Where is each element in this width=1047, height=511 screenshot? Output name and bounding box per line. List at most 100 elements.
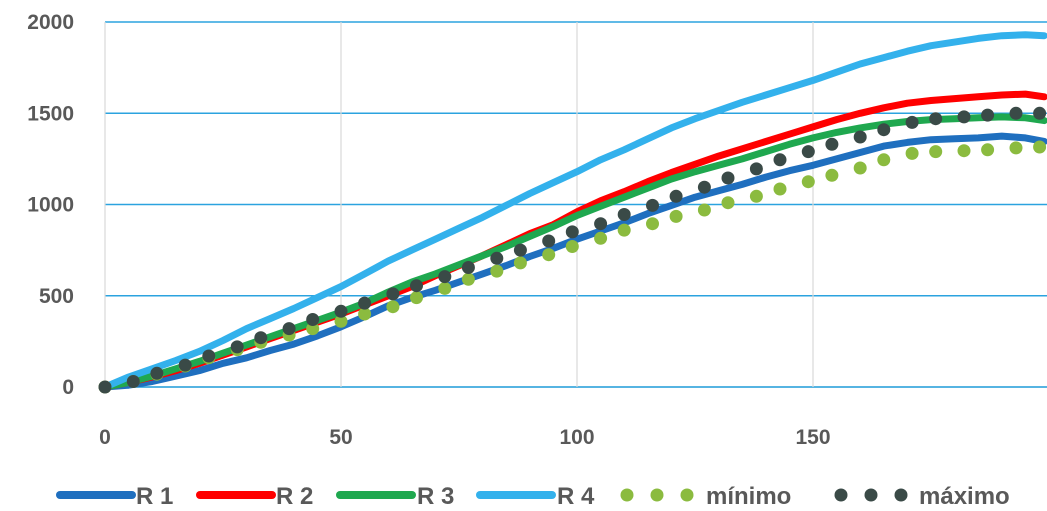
data-point <box>490 251 504 265</box>
data-point <box>334 314 348 328</box>
y-tick-label: 2000 <box>27 11 74 34</box>
data-point <box>905 146 919 160</box>
y-axis-ticks: 0 500 1000 1500 2000 <box>27 11 74 399</box>
data-point <box>542 234 556 248</box>
data-point <box>438 270 452 284</box>
legend-label: R 2 <box>276 483 313 510</box>
x-axis-ticks: 0 50 100 150 <box>99 426 830 449</box>
y-tick-label: 500 <box>39 285 74 308</box>
series-1 <box>101 132 1047 391</box>
data-point <box>1009 141 1023 155</box>
data-point <box>646 198 659 212</box>
data-point <box>254 331 268 345</box>
data-point <box>1009 106 1023 120</box>
data-point <box>386 300 400 314</box>
legend-label: mínimo <box>706 483 791 510</box>
data-point <box>490 264 504 278</box>
data-point <box>853 161 867 175</box>
data-point <box>150 366 164 380</box>
data-point <box>981 143 995 157</box>
data-point <box>334 304 348 318</box>
data-point <box>594 217 608 231</box>
data-point <box>358 307 372 321</box>
legend-item: R 3 <box>336 483 454 510</box>
series-group <box>98 31 1047 394</box>
data-point <box>513 256 527 270</box>
data-point <box>282 322 296 336</box>
legend-label: máximo <box>919 483 1010 510</box>
data-point <box>202 349 216 363</box>
data-point <box>801 175 815 189</box>
legend-swatch-dot <box>680 488 694 502</box>
legend-label: R 3 <box>417 483 454 510</box>
data-point <box>178 358 192 372</box>
legend-label: R 4 <box>557 483 595 510</box>
data-point <box>126 375 140 388</box>
data-point <box>565 240 579 253</box>
legend-item: R 1 <box>56 483 173 510</box>
data-point <box>594 231 608 245</box>
data-point <box>1033 106 1047 120</box>
data-point <box>386 287 400 301</box>
legend-label: R 1 <box>136 483 173 510</box>
data-point <box>749 189 763 203</box>
series-4 <box>101 31 1047 391</box>
x-tick-label: 100 <box>559 426 594 449</box>
x-tick-label: 0 <box>99 426 111 449</box>
data-point <box>646 217 659 231</box>
data-point <box>697 203 711 217</box>
data-point <box>905 115 919 129</box>
data-point <box>877 123 891 137</box>
y-tick-label: 1500 <box>27 102 74 125</box>
legend-swatch-dot <box>834 488 848 502</box>
y-tick-label: 0 <box>62 376 74 399</box>
data-point <box>1033 140 1047 154</box>
data-point <box>825 137 839 151</box>
data-point <box>825 168 839 182</box>
legend-item: mínimo <box>620 483 791 510</box>
data-point <box>853 130 867 144</box>
legend: R 1 R 2 R 3 R 4 mínimo máximo <box>56 483 1010 510</box>
legend-item: máximo <box>834 483 1010 510</box>
data-point <box>697 180 711 194</box>
legend-swatch-dot <box>864 488 878 502</box>
legend-swatch-dot <box>620 488 634 502</box>
data-point <box>877 153 891 167</box>
data-point <box>438 281 452 295</box>
data-point <box>306 313 320 326</box>
data-point <box>513 243 527 257</box>
data-point <box>358 296 372 310</box>
data-point <box>98 380 112 394</box>
data-point <box>565 225 579 239</box>
data-point <box>461 261 475 274</box>
data-point <box>669 209 683 223</box>
data-point <box>749 162 763 176</box>
grid <box>104 21 1047 388</box>
data-point <box>981 108 995 122</box>
data-point <box>773 153 787 167</box>
data-point <box>461 272 475 286</box>
legend-swatch-dot <box>894 488 908 502</box>
x-tick-label: 50 <box>329 426 352 449</box>
data-point <box>773 182 787 196</box>
data-point <box>957 110 971 124</box>
data-point <box>721 171 735 185</box>
series-5 <box>98 140 1047 394</box>
data-point <box>617 223 631 237</box>
data-point <box>410 279 423 293</box>
data-point <box>306 322 320 336</box>
series-line <box>101 31 1047 391</box>
series-6 <box>98 106 1047 394</box>
data-point <box>721 196 735 210</box>
x-tick-label: 150 <box>795 426 830 449</box>
y-tick-label: 1000 <box>27 194 74 217</box>
legend-item: R 2 <box>196 483 313 510</box>
data-point <box>230 340 244 354</box>
data-point <box>957 144 971 158</box>
data-point <box>801 145 815 159</box>
data-point <box>542 248 556 262</box>
data-point <box>929 112 943 126</box>
legend-swatch-dot <box>650 488 664 502</box>
